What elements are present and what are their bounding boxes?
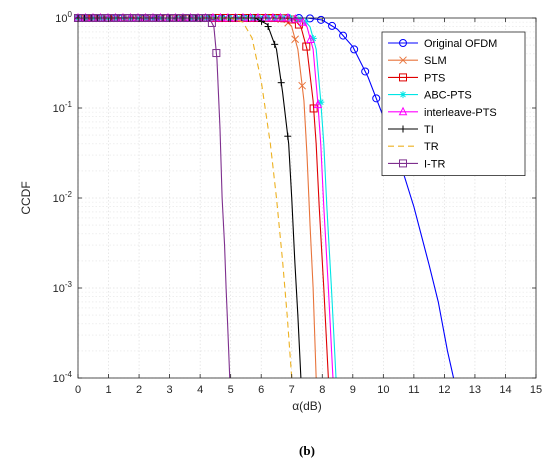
legend-label: ABC-PTS <box>424 90 472 102</box>
series-line <box>78 17 317 379</box>
legend-label: TR <box>424 141 439 153</box>
x-tick-label: 2 <box>136 384 142 396</box>
data-point <box>298 81 307 90</box>
legend-marker <box>399 91 407 99</box>
y-tick-label: 10-3 <box>53 280 73 295</box>
legend: Original OFDM SLM PTS ABC-PTS interleave-PTS… <box>381 31 526 177</box>
figure-caption: (b) <box>299 443 315 458</box>
data-point <box>309 104 318 113</box>
data-point <box>306 34 315 43</box>
data-point <box>268 12 278 22</box>
data-point <box>277 79 285 87</box>
series-line <box>78 17 231 379</box>
tick-layer: 0 1 2 3 4 5 6 7 8 9 10 11 12 13 14 1510-410-310-210-110… <box>53 10 543 396</box>
legend-label: interleave-PTS <box>424 107 497 119</box>
x-tick-label: 4 <box>197 384 203 396</box>
data-point <box>291 35 299 44</box>
legend-item: I-TR <box>388 158 445 170</box>
legend-item: TR <box>388 141 439 153</box>
x-tick-label: 12 <box>438 384 450 396</box>
series-line <box>78 17 329 379</box>
data-point <box>317 15 326 24</box>
x-tick-label: 7 <box>289 384 295 396</box>
x-axis-label: α(dB) <box>292 399 322 413</box>
x-tick-label: 9 <box>350 384 356 396</box>
data-point <box>207 18 216 27</box>
data-point <box>302 42 311 51</box>
x-tick-label: 14 <box>499 384 511 396</box>
legend-marker <box>399 73 407 82</box>
data-point <box>328 21 337 30</box>
y-tick-label: 10-1 <box>53 100 73 115</box>
data-point <box>284 132 292 140</box>
x-tick-label: 0 <box>75 384 81 396</box>
legend-marker <box>399 56 407 65</box>
data-point <box>264 23 272 31</box>
data-point <box>291 13 300 23</box>
legend-item: SLM <box>388 55 447 67</box>
data-point <box>271 40 279 48</box>
data-point <box>261 12 270 22</box>
legend-marker <box>399 125 407 133</box>
legend-item: PTS <box>388 72 445 84</box>
legend-item: ABC-PTS <box>388 90 472 102</box>
legend-label: Original OFDM <box>424 38 497 50</box>
legend-item: interleave-PTS <box>388 106 497 119</box>
data-point <box>298 17 308 26</box>
legend-box <box>381 31 526 177</box>
legend-label: SLM <box>424 55 447 67</box>
legend-marker <box>399 39 407 47</box>
series-line <box>78 17 334 379</box>
data-point <box>276 12 285 22</box>
legend-label: TI <box>424 124 434 136</box>
y-tick-label: 10-2 <box>53 190 73 205</box>
x-tick-label: 1 <box>105 384 111 396</box>
x-tick-label: 6 <box>258 384 264 396</box>
legend-label: PTS <box>424 72 445 84</box>
y-tick-label: 100 <box>55 10 72 25</box>
data-point <box>313 99 323 109</box>
legend-label: I-TR <box>424 158 445 170</box>
data-point <box>350 45 359 54</box>
y-tick-label: 10-4 <box>53 370 73 385</box>
data-point <box>372 94 381 103</box>
x-tick-label: 11 <box>408 384 419 396</box>
legend-marker <box>398 106 408 116</box>
data-point <box>361 67 370 76</box>
legend-marker <box>399 159 407 168</box>
data-point <box>339 31 348 40</box>
x-tick-label: 13 <box>469 384 481 396</box>
x-tick-label: 5 <box>228 384 234 396</box>
x-tick-label: 3 <box>167 384 173 396</box>
legend-item: TI <box>388 124 434 136</box>
x-tick-label: 15 <box>530 384 542 396</box>
x-tick-label: 10 <box>377 384 389 396</box>
data-point <box>212 49 221 58</box>
legend-item: Original OFDM <box>388 38 497 50</box>
data-point <box>283 12 293 22</box>
y-axis-label: CCDF <box>19 181 33 214</box>
x-tick-label: 8 <box>319 384 325 396</box>
